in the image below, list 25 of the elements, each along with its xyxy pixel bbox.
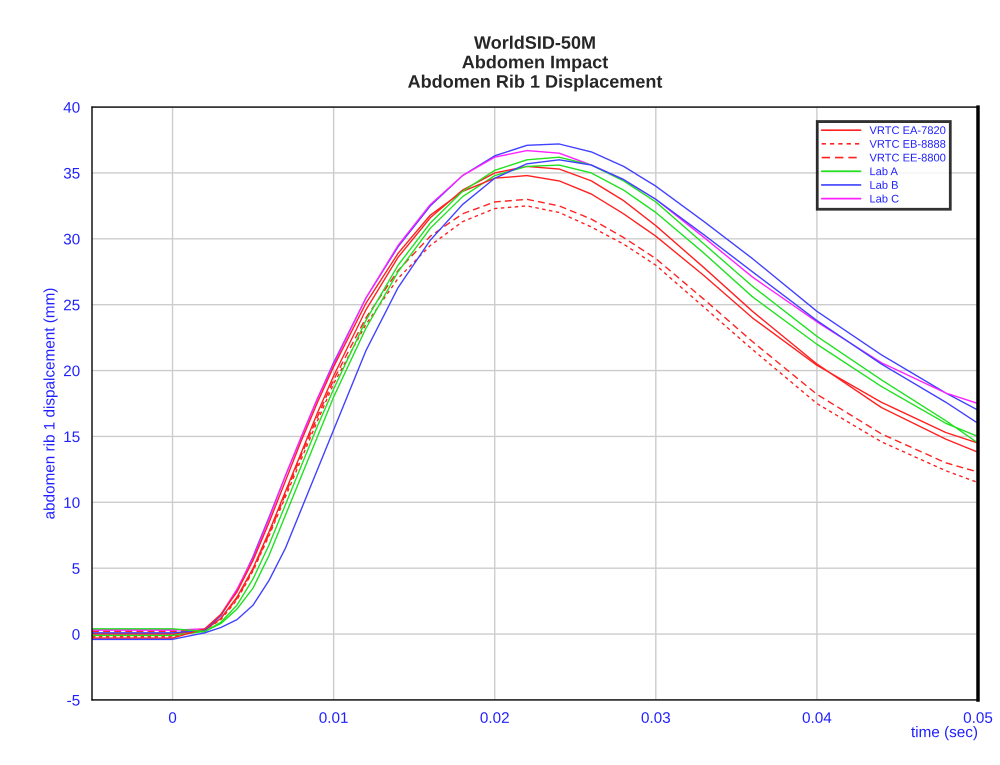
legend-label: VRTC EA-7820 <box>870 126 946 134</box>
x-tick-label: 0 <box>168 712 176 724</box>
y-axis-title: abdomen rib 1 dispalcement (mm) <box>43 288 58 519</box>
y-tick-label: -5 <box>67 695 80 706</box>
x-axis-title: time (sec) <box>911 726 978 740</box>
x-tick-label: 0.04 <box>802 712 832 724</box>
legend-label: Lab C <box>870 194 899 203</box>
y-tick-label: 0 <box>72 628 80 640</box>
y-tick-label: 25 <box>64 300 80 310</box>
legend-label: Lab B <box>870 180 898 189</box>
y-tick-label: 15 <box>64 432 80 442</box>
x-tick-label: 0.05 <box>964 712 992 724</box>
legend-label: VRTC EB-8888 <box>870 140 946 148</box>
y-tick-label: 35 <box>64 168 80 179</box>
x-tick-label: 0.02 <box>480 712 509 724</box>
legend-label: VRTC EE-8800 <box>870 154 946 162</box>
y-tick-label: 40 <box>64 102 80 113</box>
x-tick-label: 0.03 <box>642 712 670 724</box>
x-tick-label: 0.01 <box>319 712 348 724</box>
y-tick-label: 10 <box>64 497 80 508</box>
chart-title: WorldSID-50M Abdomen Impact Abdomen Rib 1 Displacement <box>408 36 662 92</box>
legend-label: Lab A <box>870 167 898 176</box>
y-tick-label: 5 <box>72 563 80 574</box>
y-tick-label: 20 <box>64 365 80 376</box>
y-tick-label: 30 <box>64 234 80 245</box>
